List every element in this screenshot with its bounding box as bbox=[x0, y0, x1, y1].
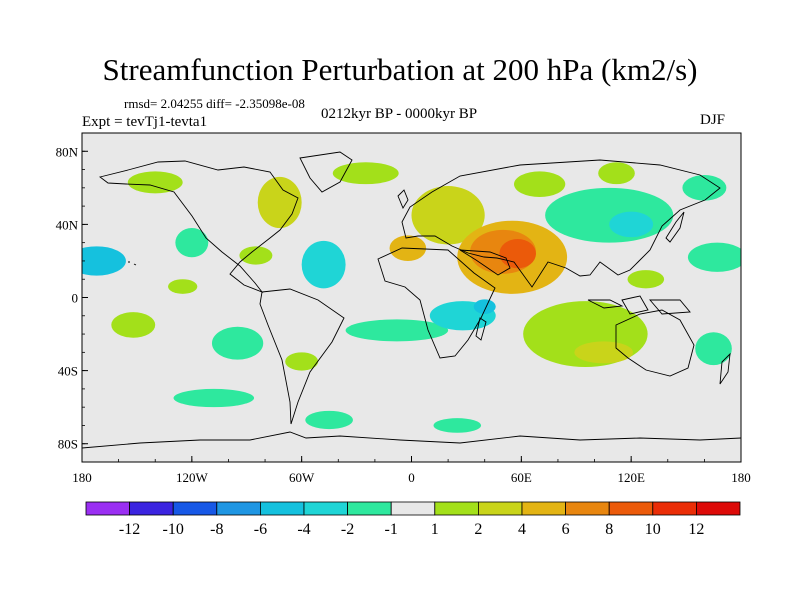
lat-tick-label: 40S bbox=[58, 364, 78, 379]
contour-fills bbox=[82, 162, 741, 433]
lon-tick-label: 120W bbox=[176, 470, 209, 485]
contour-region-pos1 bbox=[332, 162, 399, 185]
contour-region-neg1 bbox=[211, 326, 264, 360]
lon-tick-label: 60E bbox=[511, 470, 532, 485]
colorbar-swatch bbox=[390, 501, 436, 516]
colorbar-swatch bbox=[608, 501, 654, 516]
colorbar-label: -10 bbox=[163, 521, 184, 538]
colorbar-swatch bbox=[696, 501, 741, 516]
contour-region-pos5 bbox=[499, 239, 536, 269]
lon-tick-label: 120E bbox=[617, 470, 645, 485]
season-label: DJF bbox=[700, 112, 726, 128]
contour-region-pos1 bbox=[514, 171, 566, 197]
contour-region-neg3 bbox=[473, 299, 496, 314]
lon-tick-label: 180 bbox=[72, 470, 92, 485]
rmsd-diff-label: rmsd= 2.04255 diff= -2.35098e-08 bbox=[124, 96, 305, 111]
lat-tick-label: 40N bbox=[56, 217, 79, 232]
coastline-greenland bbox=[299, 151, 353, 193]
coastlines bbox=[82, 151, 741, 449]
contour-region-neg2 bbox=[301, 240, 346, 289]
coastline-north-america bbox=[98, 160, 299, 294]
colorbar-label: 1 bbox=[431, 521, 439, 538]
contour-region-pos1 bbox=[598, 162, 635, 185]
coastline-africa bbox=[377, 247, 496, 359]
colorbar-label: -6 bbox=[254, 521, 267, 538]
contour-region-neg1 bbox=[433, 418, 482, 433]
coastline-new-zealand bbox=[719, 352, 731, 385]
colorbar-swatch bbox=[477, 501, 523, 516]
colorbar-label: 4 bbox=[518, 521, 526, 538]
coastline-arabia bbox=[459, 249, 511, 276]
contour-region-neg1 bbox=[175, 228, 209, 258]
colorbar-swatch bbox=[521, 501, 566, 516]
contour-region-neg1 bbox=[682, 175, 727, 201]
contour-region-neg1 bbox=[687, 242, 741, 272]
contour-region-neg2 bbox=[609, 211, 654, 238]
coastline-indonesia bbox=[587, 295, 691, 315]
contour-region-neg1 bbox=[545, 187, 674, 243]
colorbar-swatch bbox=[85, 501, 130, 516]
colorbar-label: 12 bbox=[688, 521, 704, 538]
colorbar-label: -1 bbox=[385, 521, 398, 538]
contour-region-neg3 bbox=[82, 246, 126, 276]
coastline-australia bbox=[615, 309, 695, 377]
contour-region-pos2 bbox=[574, 341, 633, 364]
coastline-hawaii bbox=[128, 261, 137, 266]
experiment-label: Expt = tevTj1-tevta1 bbox=[82, 114, 208, 130]
contour-region-neg1 bbox=[695, 332, 732, 366]
lat-tick-label: 80S bbox=[58, 437, 78, 452]
plot-background bbox=[82, 133, 741, 462]
coastline-britain bbox=[397, 189, 409, 209]
colorbar-label: 6 bbox=[562, 521, 570, 538]
coastline-antarctica bbox=[82, 431, 741, 449]
contour-region-neg1 bbox=[173, 388, 255, 408]
lat-tick-label: 0 bbox=[72, 291, 79, 306]
contour-region-pos1 bbox=[627, 270, 665, 289]
chart-title: Streamfunction Perturbation at 200 hPa (… bbox=[102, 52, 698, 87]
contour-region-neg1 bbox=[305, 410, 353, 430]
period-label: 0212kyr BP - 0000kyr BP bbox=[321, 106, 478, 122]
colorbar-swatch bbox=[565, 501, 610, 516]
colorbar-label: 10 bbox=[645, 521, 661, 538]
colorbar-swatch bbox=[172, 501, 218, 516]
colorbar: -12 -10 -8 -6 -4 -2 -1 1 2 4 6 8 10 12 bbox=[85, 501, 741, 538]
colorbar-label: -12 bbox=[119, 521, 140, 538]
colorbar-label: -4 bbox=[297, 521, 310, 538]
colorbar-swatch bbox=[347, 501, 392, 516]
contour-region-pos2 bbox=[257, 176, 302, 229]
colorbar-swatch bbox=[259, 501, 305, 516]
colorbar-swatch bbox=[129, 501, 174, 516]
colorbar-swatch bbox=[303, 501, 348, 516]
lat-tick-label: 80N bbox=[56, 144, 79, 159]
colorbar-swatch bbox=[434, 501, 479, 516]
coastline-japan bbox=[665, 211, 685, 243]
coastline-south-america bbox=[259, 288, 345, 425]
lon-tick-label: 0 bbox=[408, 470, 415, 485]
contour-region-pos1 bbox=[239, 246, 273, 265]
colorbar-label: -2 bbox=[341, 521, 354, 538]
coastline-eurasia bbox=[401, 159, 721, 288]
contour-region-pos1 bbox=[285, 352, 319, 371]
colorbar-label: 2 bbox=[474, 521, 482, 538]
axes: 80N 40N 0 40S 80S 180 120W 60W 0 60E 120E 180 bbox=[56, 132, 751, 485]
colorbar-label: 8 bbox=[605, 521, 613, 538]
contour-region-neg1 bbox=[345, 319, 449, 342]
colorbar-swatch bbox=[652, 501, 697, 516]
colorbar-label: -8 bbox=[210, 521, 223, 538]
contour-region-pos1 bbox=[127, 171, 183, 194]
lon-tick-label: 180 bbox=[731, 470, 751, 485]
contour-region-pos2 bbox=[411, 186, 485, 245]
contour-region-pos1 bbox=[111, 312, 156, 338]
contour-region-pos1 bbox=[168, 279, 198, 294]
coastline-madagascar bbox=[475, 317, 487, 341]
colorbar-swatch bbox=[216, 501, 261, 516]
lon-tick-label: 60W bbox=[289, 470, 315, 485]
